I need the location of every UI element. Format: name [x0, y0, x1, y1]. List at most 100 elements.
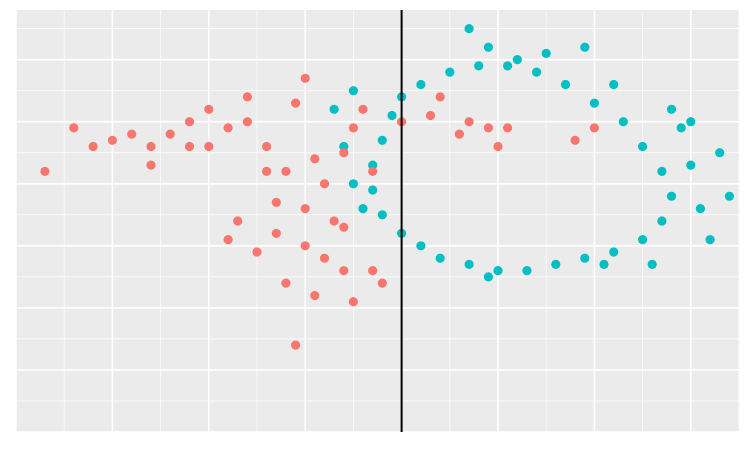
data-point: [522, 266, 532, 276]
data-point: [184, 117, 195, 127]
data-point: [666, 191, 677, 201]
data-point: [657, 166, 667, 176]
data-point: [666, 104, 677, 114]
data-point: [368, 185, 378, 195]
data-point: [204, 141, 214, 152]
data-point: [483, 42, 493, 52]
data-point: [377, 210, 387, 220]
data-point: [387, 110, 397, 121]
data-point: [271, 197, 281, 207]
data-point: [580, 42, 590, 52]
data-point: [532, 67, 542, 77]
data-point: [589, 98, 600, 108]
data-point: [686, 117, 696, 127]
data-point: [242, 117, 252, 127]
data-point: [715, 148, 725, 158]
data-point: [512, 55, 522, 65]
data-point: [435, 92, 445, 102]
data-point: [204, 104, 214, 114]
minor-gridlines: [16, 10, 740, 432]
plot-panel: [16, 10, 739, 432]
data-point: [339, 222, 349, 232]
data-point: [435, 253, 445, 263]
data-point: [609, 79, 619, 90]
data-point: [503, 123, 513, 133]
data-point: [300, 241, 310, 251]
data-point: [358, 204, 368, 214]
data-point: [339, 266, 349, 276]
data-point: [348, 86, 358, 96]
data-point: [348, 179, 358, 189]
data-point: [88, 141, 98, 152]
data-point: [570, 135, 580, 145]
data-point: [146, 160, 156, 170]
data-point: [493, 141, 503, 152]
data-point: [368, 160, 378, 170]
data-point: [40, 166, 50, 176]
data-point: [454, 129, 464, 139]
data-point: [483, 123, 493, 133]
data-point: [483, 272, 493, 282]
data-point: [281, 278, 291, 288]
data-point: [589, 123, 600, 133]
data-point: [291, 340, 301, 350]
data-point: [464, 24, 474, 34]
data-point: [657, 216, 667, 226]
data-point: [705, 235, 715, 245]
data-point: [638, 141, 648, 152]
data-point: [300, 73, 310, 83]
data-point: [348, 297, 358, 307]
data-point: [271, 228, 281, 238]
data-point: [445, 67, 455, 77]
data-point: [695, 204, 706, 214]
data-point: [618, 117, 628, 127]
data-point: [686, 160, 696, 170]
data-point: [165, 129, 175, 139]
data-point: [638, 235, 648, 245]
data-point: [560, 79, 571, 90]
data-point: [223, 123, 233, 133]
data-point: [647, 259, 657, 269]
data-point: [319, 253, 330, 263]
data-point: [146, 141, 156, 152]
data-point: [310, 290, 320, 301]
data-point: [69, 123, 79, 133]
data-point: [291, 98, 301, 108]
data-point: [107, 135, 117, 145]
major-gridlines: [15, 10, 739, 433]
data-point: [377, 278, 387, 288]
data-point: [368, 266, 378, 276]
data-point: [416, 79, 426, 90]
data-point: [416, 241, 426, 251]
data-point: [358, 104, 368, 114]
data-point: [551, 259, 561, 269]
data-point: [464, 259, 474, 269]
data-point: [339, 148, 349, 158]
data-point: [377, 135, 387, 145]
data-point: [425, 110, 436, 121]
data-point: [609, 247, 619, 257]
data-point: [329, 216, 339, 226]
data-point: [300, 204, 310, 214]
data-point: [348, 123, 358, 133]
data-point: [580, 253, 590, 263]
data-point: [262, 141, 272, 152]
data-point: [319, 179, 330, 189]
data-point: [493, 266, 503, 276]
data-point: [127, 129, 137, 139]
data-point: [541, 48, 551, 59]
data-point: [233, 216, 243, 226]
data-point: [599, 259, 609, 269]
data-point: [329, 104, 339, 114]
data-point: [464, 117, 474, 127]
data-point: [474, 61, 484, 71]
data-point: [368, 166, 378, 176]
data-point: [310, 154, 320, 164]
data-point: [503, 61, 513, 71]
data-point: [184, 141, 195, 152]
data-point: [724, 191, 735, 201]
data-points: [40, 24, 735, 350]
data-point: [252, 247, 262, 257]
data-point: [281, 166, 291, 176]
